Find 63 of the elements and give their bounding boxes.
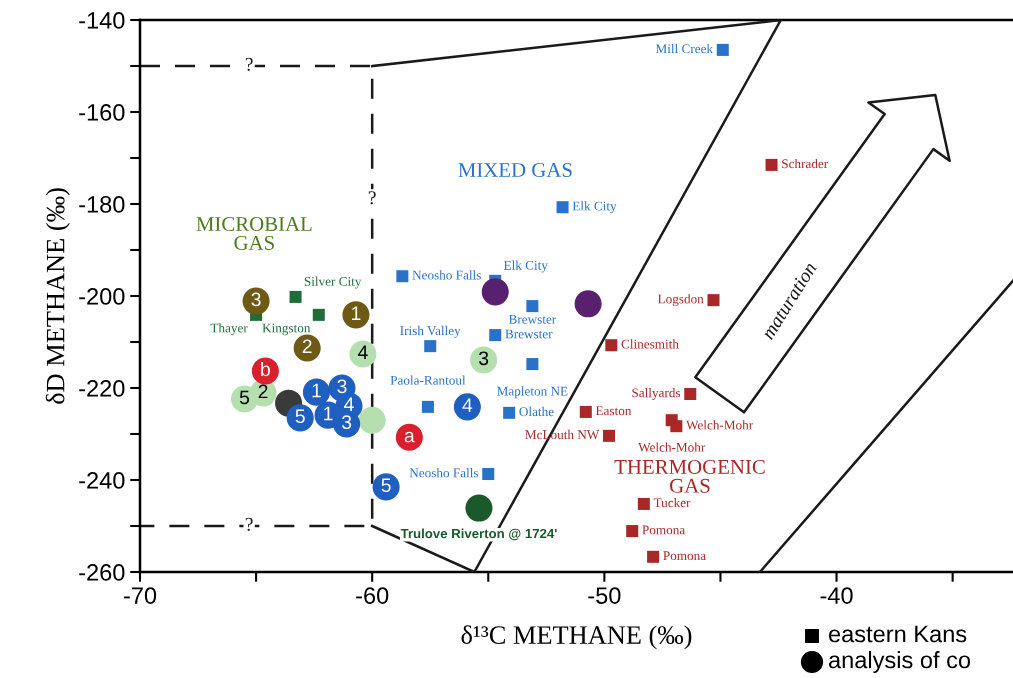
annotation: 1 xyxy=(352,306,361,320)
annotation: b xyxy=(261,361,270,377)
data-label: Pomona xyxy=(663,551,706,561)
data-label: Olathe xyxy=(519,406,554,417)
text: eastern Kans xyxy=(829,625,967,643)
annotation: ? xyxy=(245,517,253,531)
data-label: Brewster xyxy=(505,329,553,339)
data-label: Clinesmith xyxy=(621,339,679,349)
data-label: Neosho Falls xyxy=(412,270,481,280)
data-label: Sallyards xyxy=(632,387,681,400)
data-label: Schrader xyxy=(782,158,829,169)
annotation: ? xyxy=(245,57,253,71)
y-tick-label: -180 xyxy=(79,196,125,213)
annotation: 4 xyxy=(357,345,368,359)
data-label: Easton xyxy=(595,406,632,416)
text: analysis of co xyxy=(829,650,971,674)
y-tick-label: -260 xyxy=(79,564,125,581)
annotation: 5 xyxy=(381,478,391,493)
data-label: Silver City xyxy=(304,276,362,289)
annotation: THERMOGENIC GAS xyxy=(614,459,765,493)
annotation: 5 xyxy=(295,409,305,424)
data-label: Logsdon xyxy=(657,294,704,307)
annotation: 4 xyxy=(462,398,473,412)
annotation: MICROBIAL GAS xyxy=(196,217,312,250)
annotation: ? xyxy=(368,191,376,205)
annotation: 3 xyxy=(478,351,489,366)
annotation: 5 xyxy=(239,390,250,405)
annotation: 1 xyxy=(324,406,333,421)
annotation: a xyxy=(404,431,415,443)
data-label: Kingston xyxy=(262,323,311,336)
data-label: Mapleton NE xyxy=(497,386,568,399)
data-label: Pomona xyxy=(642,525,686,535)
x-tick-label: -60 xyxy=(356,587,389,604)
annotation: MIXED GAS xyxy=(458,163,572,178)
annotation: 3 xyxy=(341,415,352,430)
y-tick-label: -200 xyxy=(79,288,125,305)
data-label: Elk City xyxy=(572,201,617,214)
x-axis-title: δ¹³C METHANE (‰) xyxy=(461,625,692,650)
x-tick-label: -70 xyxy=(123,587,157,604)
data-label: Brewster xyxy=(508,314,557,324)
annotation: Trulove Riverton @ 1724' xyxy=(400,528,557,541)
x-tick-label: -50 xyxy=(588,587,621,604)
data-label: Mill Creek xyxy=(655,43,714,54)
y-tick-label: -240 xyxy=(79,472,125,489)
annotation: 4 xyxy=(344,397,354,411)
data-label: Elk City xyxy=(503,260,548,273)
data-label: Tucker xyxy=(653,497,691,508)
annotation: 3 xyxy=(251,292,261,307)
data-label: Thayer xyxy=(210,323,248,336)
data-label: Welch-Mohr xyxy=(686,420,754,430)
data-label: Irish Valley xyxy=(400,325,461,338)
data-label: Welch-Mohr xyxy=(638,442,706,452)
annotation: 3 xyxy=(337,379,347,394)
annotation: 1 xyxy=(312,383,321,398)
annotation: 2 xyxy=(302,339,312,354)
y-axis-title: δD METHANE (‰) xyxy=(45,188,70,404)
annotation: 2 xyxy=(258,384,268,399)
y-tick-label: -140 xyxy=(79,12,125,29)
x-tick-label: -40 xyxy=(820,587,853,604)
y-tick-label: -160 xyxy=(79,104,125,121)
data-label: Paola-Rantoul xyxy=(390,375,466,385)
y-tick-label: -220 xyxy=(79,380,125,397)
data-label: Neosho Falls xyxy=(409,468,479,478)
